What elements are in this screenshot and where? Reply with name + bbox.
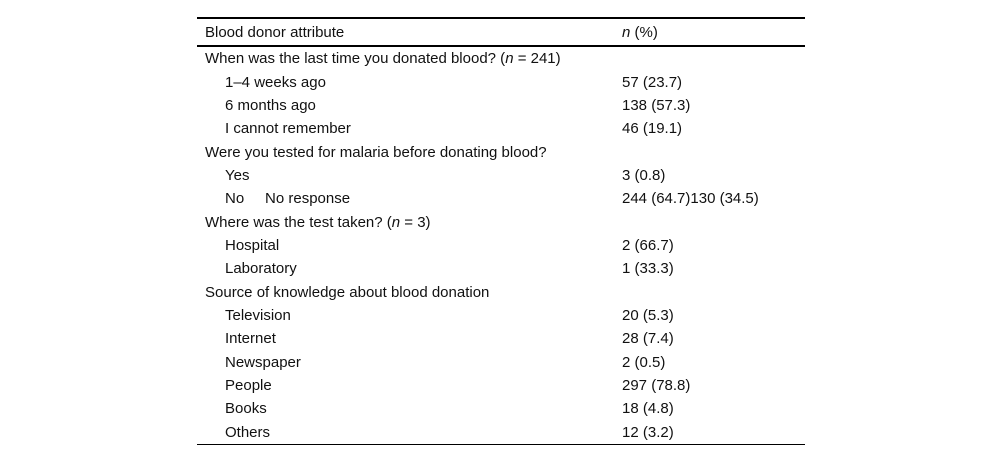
text-segment: Yes (225, 166, 250, 184)
attribute-cell: I cannot remember (197, 120, 622, 137)
table-row-item: Hospital 2 (66.7) (197, 234, 805, 257)
attribute-cell: Laboratory (197, 260, 622, 277)
text-segment: 1–4 weeks ago (225, 73, 326, 91)
table-row-item: No No response 244 (64.7)130 (34.5) (197, 187, 805, 210)
table-row-item: Books 18 (4.8) (197, 397, 805, 420)
text-segment: Others (225, 423, 271, 441)
attribute-cell: Hospital (197, 237, 622, 254)
text-segment: Hospital (225, 236, 280, 254)
attribute-cell: When was the last time you donated blood… (197, 50, 622, 67)
attribute-cell: Newspaper (197, 354, 622, 371)
italic-n-symbol: n (622, 23, 631, 41)
attribute-cell: Were you tested for malaria before donat… (197, 144, 622, 161)
text-segment: No No response (225, 190, 351, 208)
header-n-percent-cell: n (%) (622, 24, 805, 41)
text-segment: 6 months ago (225, 96, 316, 114)
text-segment: When was the last time you donated blood… (205, 50, 506, 68)
attribute-cell: Books (197, 400, 622, 417)
text-segment: Books (225, 400, 267, 418)
value-cell: 12 (3.2) (622, 423, 674, 441)
table-row-item: Others 12 (3.2) (197, 421, 805, 444)
table-body: When was the last time you donated blood… (197, 47, 805, 444)
value-cell: 138 (57.3) (622, 96, 691, 114)
table-row-item: Internet 28 (7.4) (197, 327, 805, 350)
value-cell: 46 (19.1) (622, 120, 683, 138)
text-segment: = 3) (400, 213, 431, 231)
value-cell: 2 (0.5) (622, 353, 666, 371)
attribute-cell: Yes (197, 167, 622, 184)
value-cell: 1 (33.3) (622, 260, 674, 278)
attribute-cell: Others (197, 424, 622, 441)
table-row-item: Laboratory 1 (33.3) (197, 257, 805, 280)
blood-donor-attributes-table: Blood donor attribute n (%) When was the… (197, 17, 805, 445)
attribute-cell: Source of knowledge about blood donation (197, 284, 622, 301)
table-row-section: Were you tested for malaria before donat… (197, 140, 805, 163)
attribute-cell: People (197, 377, 622, 394)
value-cell: 18 (4.8) (622, 400, 674, 418)
value-cell: 244 (64.7)130 (34.5) (622, 190, 759, 208)
text-segment: I cannot remember (225, 120, 351, 138)
text-segment: Television (225, 306, 291, 324)
text-segment: People (225, 376, 272, 394)
table-row-item: 6 months ago 138 (57.3) (197, 94, 805, 117)
table-header-row: Blood donor attribute n (%) (197, 19, 805, 47)
attribute-cell: Internet (197, 330, 622, 347)
text-segment: = 241) (513, 50, 561, 68)
table-row-item: Newspaper 2 (0.5) (197, 350, 805, 373)
italic-n-symbol: n (391, 213, 401, 231)
attribute-cell: No No response (197, 190, 622, 207)
text-segment: (%) (630, 23, 658, 41)
text-segment: Newspaper (225, 353, 301, 371)
attribute-cell: Where was the test taken? (n = 3) (197, 214, 622, 231)
table-row-item: Yes 3 (0.8) (197, 164, 805, 187)
table-row-item: 1–4 weeks ago 57 (23.7) (197, 70, 805, 93)
value-cell: 57 (23.7) (622, 73, 683, 91)
value-cell: 297 (78.8) (622, 376, 691, 394)
header-attribute-cell: Blood donor attribute (205, 23, 345, 41)
text-segment: Were you tested for malaria before donat… (205, 143, 547, 161)
italic-n-symbol: n (505, 50, 514, 68)
table-row-section: When was the last time you donated blood… (197, 47, 805, 70)
text-segment: Source of knowledge about blood donation (205, 283, 490, 301)
value-cell: 20 (5.3) (622, 306, 674, 324)
attribute-cell: 6 months ago (197, 97, 622, 114)
text-segment: Laboratory (225, 260, 297, 278)
text-segment: Where was the test taken? ( (205, 213, 392, 231)
text-segment: Internet (225, 330, 276, 348)
attribute-cell: 1–4 weeks ago (197, 74, 622, 91)
table-row-section: Source of knowledge about blood donation (197, 280, 805, 303)
value-cell: 3 (0.8) (622, 166, 666, 184)
attribute-cell: Television (197, 307, 622, 324)
table-row-item: People 297 (78.8) (197, 374, 805, 397)
table-row-item: I cannot remember 46 (19.1) (197, 117, 805, 140)
value-cell: 28 (7.4) (622, 330, 674, 348)
value-cell: 2 (66.7) (622, 236, 674, 254)
table-row-item: Television 20 (5.3) (197, 304, 805, 327)
table-row-section: Where was the test taken? (n = 3) (197, 210, 805, 233)
